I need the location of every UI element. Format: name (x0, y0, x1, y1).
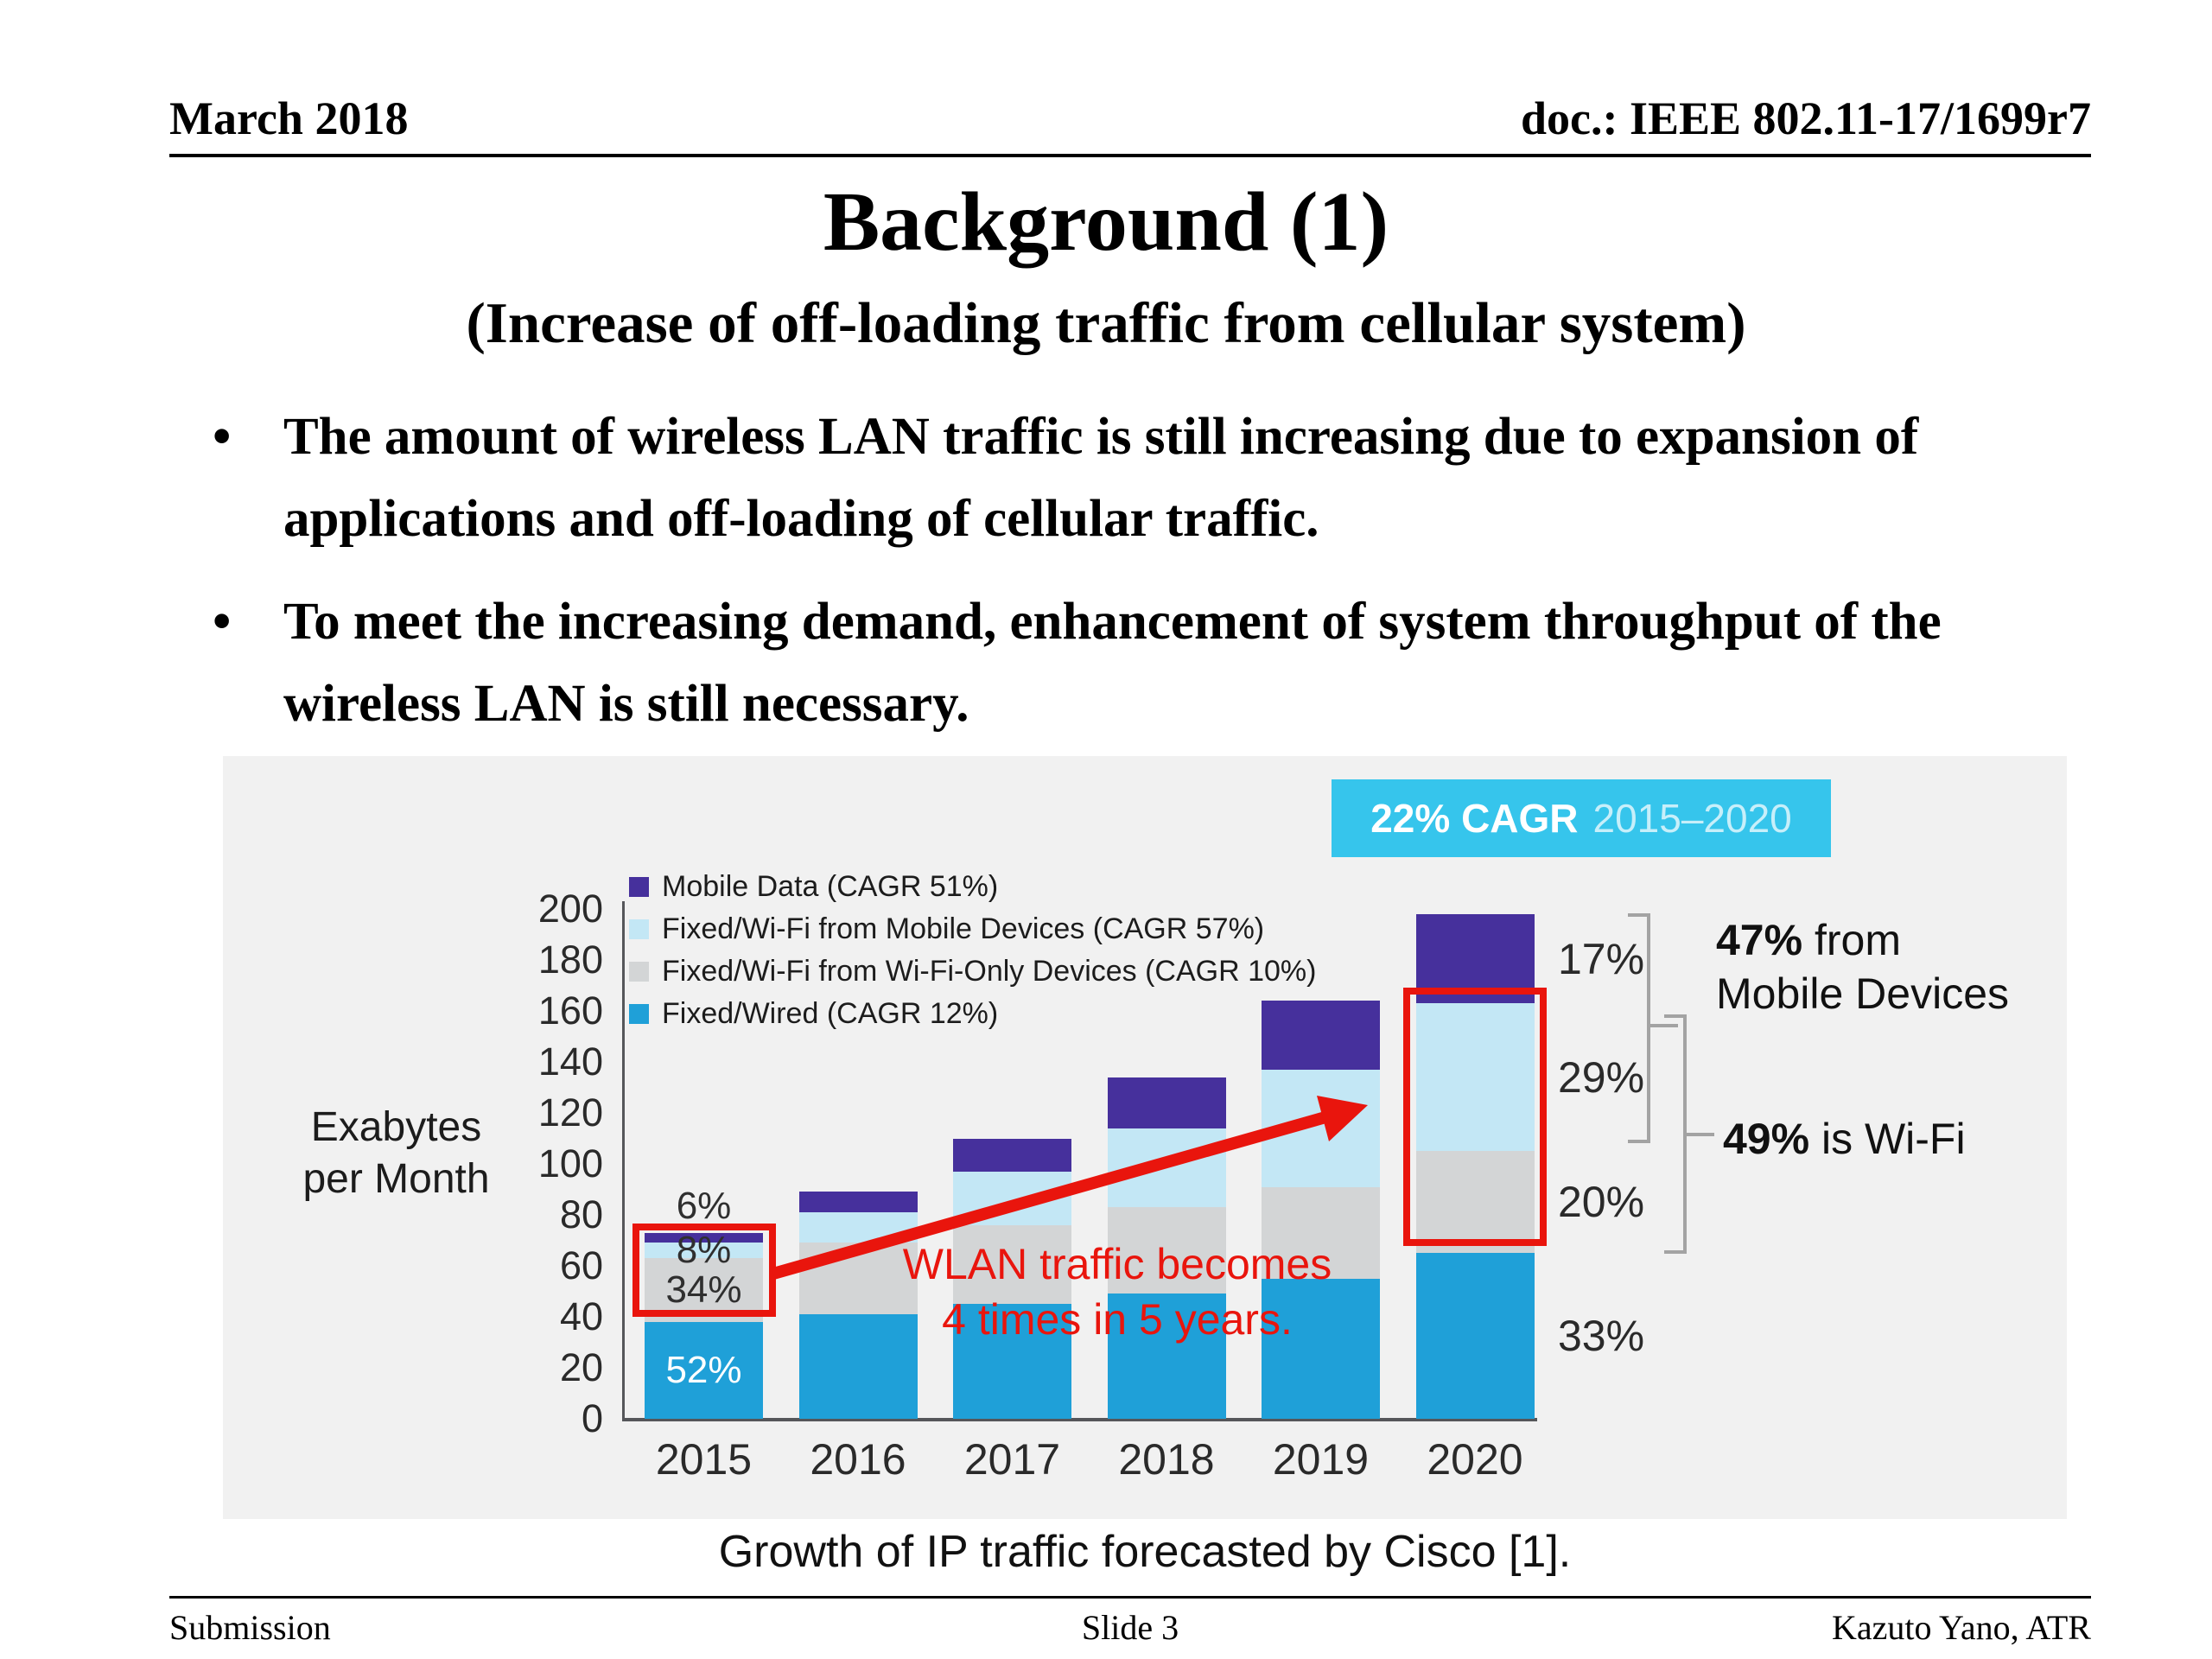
header-doc-number: doc.: IEEE 802.11-17/1699r7 (1520, 92, 2091, 144)
x-axis-label: 2020 (1427, 1435, 1523, 1484)
y-tick-label: 120 (537, 1090, 603, 1135)
legend-label: Mobile Data (CAGR 51%) (662, 870, 999, 903)
y-axis-title-line: per Month (302, 1156, 490, 1202)
callout-line: 47% from (1716, 913, 2009, 967)
y-tick-label: 180 (537, 938, 603, 982)
y-tick-label: 140 (537, 1039, 603, 1084)
bar-2020-percent-label: 29% (1558, 1052, 1645, 1102)
bar-segment (1107, 1294, 1226, 1419)
bar-2015-percent-label: 52% (665, 1348, 742, 1391)
bar-2015-percent-label: 6% (676, 1184, 732, 1227)
bar-2020-percent-label: 20% (1558, 1178, 1645, 1227)
y-tick-label: 160 (537, 988, 603, 1033)
callout-line: Mobile Devices (1716, 969, 2010, 1018)
wlan-growth-note-line: WLAN traffic becomes (902, 1240, 1332, 1288)
cagr-banner-value: 22% CAGR (1370, 796, 1579, 841)
bar-segment (1262, 1069, 1380, 1187)
bar-segment (1262, 1278, 1380, 1419)
bar-segment (1415, 913, 1535, 1004)
y-tick-label: 100 (537, 1141, 603, 1185)
x-axis-label: 2016 (810, 1435, 906, 1484)
bar-segment (1262, 1001, 1380, 1070)
figure-caption: Growth of IP traffic forecasted by Cisco… (718, 1527, 1572, 1577)
y-axis-line (622, 901, 625, 1421)
legend-swatch-wifi-from-mobile (629, 919, 649, 939)
chart-legend: Mobile Data (CAGR 51%) Fixed/Wi-Fi from … (629, 866, 1316, 1035)
bar-segment (953, 1171, 1071, 1225)
page-title: Background (1) (823, 175, 1389, 269)
bar-segment (1415, 1151, 1535, 1254)
bullet-list: The amount of wireless LAN traffic is st… (207, 396, 2048, 766)
bar-segment (1415, 1003, 1535, 1152)
y-axis-title-line: Exabytes (310, 1104, 482, 1150)
bullet-item: To meet the increasing demand, enhanceme… (207, 581, 2048, 745)
legend-row: Mobile Data (CAGR 51%) (629, 866, 1316, 908)
footer-slide-number: Slide 3 (1081, 1608, 1179, 1647)
callout-text: is Wi-Fi (1809, 1115, 1966, 1163)
callout-from-mobile-devices: 47% from Mobile Devices (1716, 913, 2009, 1020)
chart-panel: 22% CAGR 2015–2020 Mobile Data (CAGR 51%… (223, 756, 2067, 1519)
x-axis-line (622, 1418, 1537, 1421)
y-tick-label: 20 (559, 1345, 603, 1389)
x-axis-label: 2019 (1272, 1435, 1370, 1484)
callout-percent: 49% (1723, 1115, 1810, 1163)
bar-segment (953, 1304, 1071, 1419)
x-axis-label: 2018 (1118, 1435, 1215, 1484)
bar-segment (1107, 1128, 1226, 1208)
y-tick-label: 0 (581, 1396, 603, 1440)
y-tick-label: 200 (537, 887, 603, 931)
legend-row: Fixed/Wi-Fi from Wi-Fi-Only Devices (CAG… (629, 950, 1316, 993)
legend-swatch-mobile-data (629, 877, 649, 897)
bar-2015-percent-label: 34% (665, 1268, 742, 1312)
x-axis-label: 2015 (655, 1435, 753, 1484)
bar-segment (798, 1314, 918, 1419)
footer-submission: Submission (169, 1608, 331, 1647)
bar-2020-percent-label: 33% (1558, 1312, 1645, 1361)
cagr-banner-years: 2015–2020 (1592, 796, 1792, 841)
callout-is-wifi: 49% is Wi-Fi (1723, 1112, 1966, 1166)
legend-swatch-wifi-only (629, 962, 649, 982)
legend-row: Fixed/Wired (CAGR 12%) (629, 993, 1316, 1035)
bar-segment (645, 1321, 763, 1419)
bar-segment (798, 1192, 918, 1213)
bar-2015-percent-label: 8% (676, 1229, 732, 1272)
y-tick-label: 60 (559, 1243, 603, 1287)
legend-label: Fixed/Wi-Fi from Wi-Fi-Only Devices (CAG… (662, 955, 1317, 988)
y-tick-label: 40 (559, 1294, 603, 1338)
cagr-banner: 22% CAGR 2015–2020 (1332, 779, 1831, 857)
wlan-growth-note: WLAN traffic becomes 4 times in 5 years. (854, 1236, 1381, 1347)
page-subtitle: (Increase of off-loading traffic from ce… (466, 291, 1746, 355)
y-tick-label: 80 (559, 1192, 603, 1236)
bar-segment (1107, 1077, 1226, 1128)
x-axis-label: 2017 (963, 1435, 1061, 1484)
wlan-growth-note-line: 4 times in 5 years. (942, 1295, 1293, 1344)
footer-author: Kazuto Yano, ATR (1831, 1608, 2091, 1647)
y-axis-title: Exabytes per Month (247, 1102, 545, 1205)
callout-percent: 47% (1716, 916, 1803, 964)
slide-footer: Submission Slide 3 Kazuto Yano, ATR (169, 1596, 2091, 1654)
header-date: March 2018 (169, 92, 409, 144)
callout-text: from (1802, 916, 1901, 964)
bar-segment (953, 1138, 1071, 1172)
bar-segment (1415, 1253, 1535, 1419)
legend-swatch-fixed-wired (629, 1004, 649, 1024)
legend-label: Fixed/Wi-Fi from Mobile Devices (CAGR 57… (662, 912, 1265, 945)
bar-2020-percent-label: 17% (1558, 934, 1645, 983)
slide-header: March 2018 doc.: IEEE 802.11-17/1699r7 (169, 92, 2091, 157)
legend-label: Fixed/Wired (CAGR 12%) (662, 997, 999, 1030)
bullet-item: The amount of wireless LAN traffic is st… (207, 396, 2048, 560)
legend-row: Fixed/Wi-Fi from Mobile Devices (CAGR 57… (629, 908, 1316, 950)
